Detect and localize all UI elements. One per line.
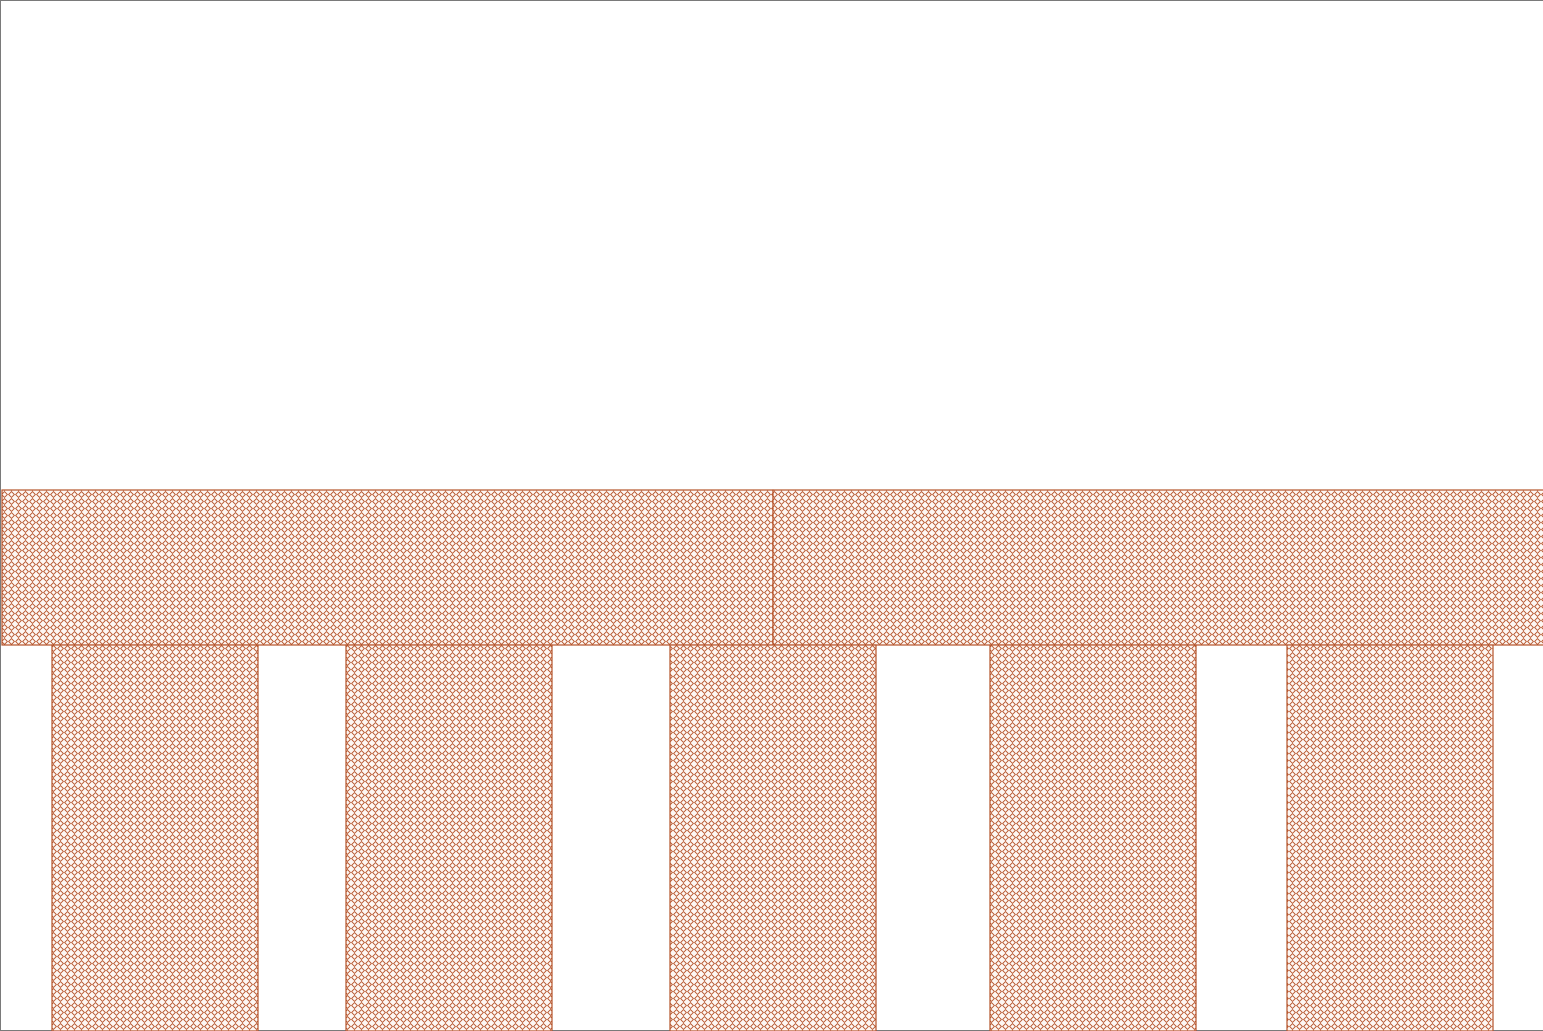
beam-segment-left (1, 489, 774, 646)
column-2 (345, 644, 553, 1031)
column-3 (669, 644, 877, 1031)
column-4 (989, 644, 1197, 1031)
beam (1, 489, 1543, 646)
beam-segment-right (772, 489, 1543, 646)
column-5 (1286, 644, 1494, 1031)
column-1 (51, 644, 259, 1031)
columns (51, 644, 1494, 1031)
